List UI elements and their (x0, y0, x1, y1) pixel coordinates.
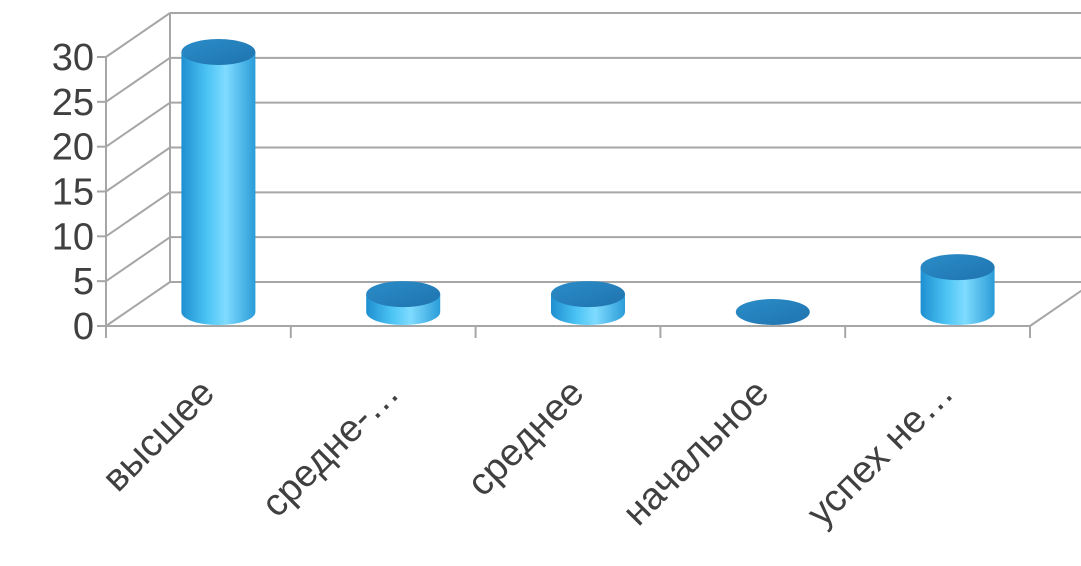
y-tick-label: 10 (52, 216, 94, 258)
y-tick-label: 20 (52, 127, 94, 169)
chart-bars (181, 38, 995, 325)
y-tick-label: 15 (52, 172, 94, 214)
x-category-label: среднее (460, 372, 593, 505)
chart-grid (105, 12, 1081, 327)
bar (920, 254, 995, 325)
chart-axes (97, 13, 1081, 338)
x-axis-labels: высшее средне-… среднее начальное успех не… (95, 372, 962, 535)
y-tick-label: 30 (52, 37, 94, 79)
x-category-label: начальное (615, 372, 777, 534)
gridline-diagonal (105, 12, 171, 58)
gridline-diagonal (105, 101, 171, 148)
bar-body (181, 51, 256, 325)
bar-top (920, 254, 995, 281)
gridline-diagonal (105, 146, 171, 193)
bar (551, 281, 625, 325)
bar-top (366, 281, 441, 308)
x-category-label: высшее (95, 372, 223, 500)
bar (735, 299, 810, 325)
y-tick-label: 5 (73, 261, 94, 303)
bar (181, 38, 256, 325)
gridline-diagonal (105, 191, 171, 238)
x-category-label: успех не… (799, 372, 962, 535)
bar-top (735, 299, 810, 325)
bar-body (920, 267, 995, 325)
gridline-diagonal (105, 236, 171, 282)
y-tick-label: 0 (73, 306, 94, 348)
gridline-diagonal (105, 281, 171, 327)
floor-right-edge (1029, 289, 1081, 327)
y-tick-label: 25 (52, 82, 94, 124)
bar (366, 281, 441, 325)
x-category-label: средне-… (254, 372, 408, 526)
bar-top (551, 281, 625, 308)
gridline-diagonal (105, 57, 171, 103)
bar-top (181, 38, 256, 65)
